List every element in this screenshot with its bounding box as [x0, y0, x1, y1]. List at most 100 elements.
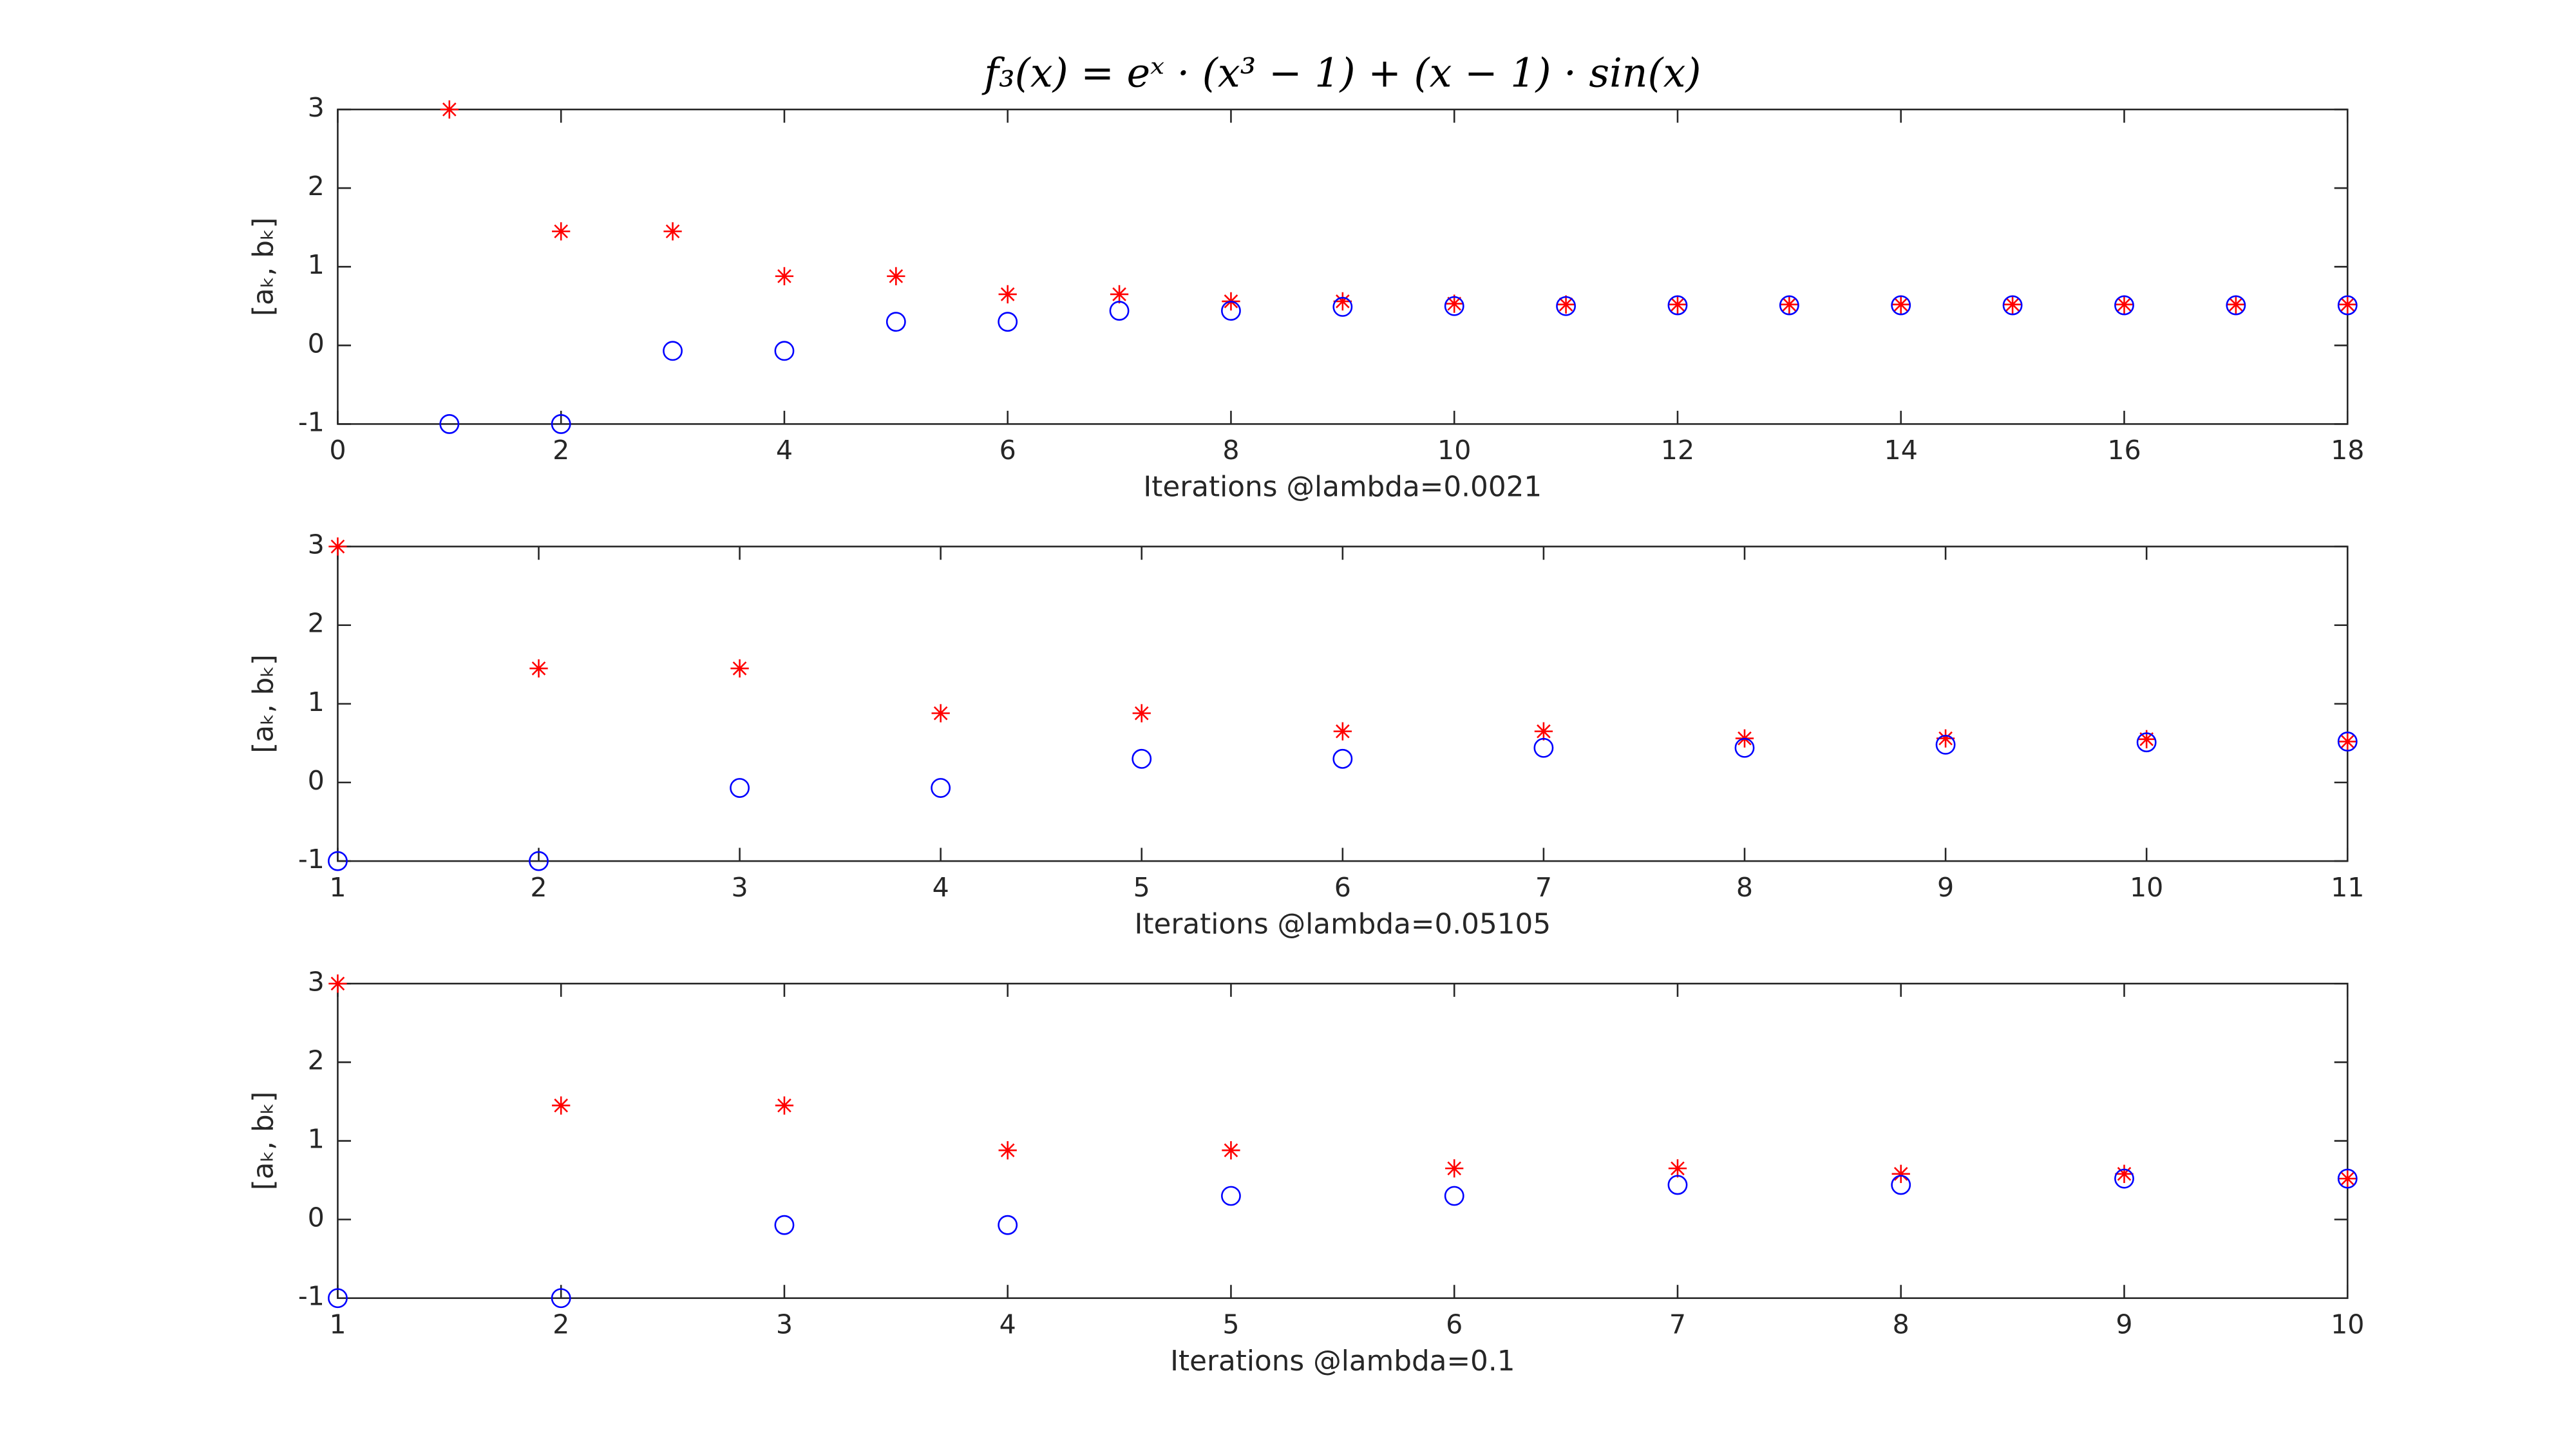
x-tick-label: 16: [2107, 435, 2141, 466]
y-axis-label: [aₖ, bₖ]: [247, 654, 279, 753]
circle-marker: [1935, 734, 1956, 755]
circle-marker: [1891, 1175, 1911, 1195]
asterisk-marker: [1222, 1141, 1240, 1160]
x-tick-label: 11: [2331, 872, 2364, 903]
asterisk-marker: [663, 222, 682, 241]
asterisk-marker: [1668, 1159, 1687, 1178]
subplot: -1 0 1 2 3 1 2 3 4 5 6 7 8 9 10 11 Iterations @lambda=0.…: [247, 529, 2364, 941]
circle-marker: [998, 1215, 1018, 1235]
x-tick-label: 8: [1222, 435, 1239, 466]
circle-marker: [2136, 732, 2157, 753]
x-tick-label: 6: [999, 435, 1016, 466]
circle-marker: [2337, 1168, 2358, 1189]
axes-box: [337, 983, 2349, 1300]
circle-marker: [1109, 301, 1130, 321]
circle-marker: [2114, 1168, 2134, 1189]
x-tick-label: 12: [1661, 435, 1694, 466]
y-tick-label: 1: [308, 249, 325, 280]
y-axis-label: [aₖ, bₖ]: [247, 1092, 279, 1191]
x-axis-label: Iterations @lambda=0.0021: [1143, 471, 1542, 504]
y-tick-label: 2: [308, 171, 325, 202]
circle-marker: [1556, 296, 1577, 316]
asterisk-marker: [2003, 295, 2022, 314]
circle-marker: [1667, 295, 1688, 316]
y-tick-label: 2: [308, 608, 325, 639]
asterisk-marker: [2338, 1170, 2357, 1188]
circle-marker: [327, 1288, 348, 1309]
x-tick-label: 5: [1222, 1309, 1239, 1340]
circle-marker: [1533, 737, 1554, 758]
circle-marker: [730, 778, 750, 798]
circle-marker: [1221, 1186, 1241, 1206]
circle-marker: [1667, 1175, 1688, 1195]
asterisk-marker: [931, 704, 950, 723]
y-tick-label: 2: [308, 1045, 325, 1075]
asterisk-marker: [328, 537, 347, 556]
asterisk-marker: [529, 659, 548, 678]
asterisk-marker: [1333, 292, 1352, 311]
x-tick-label: 1: [329, 872, 346, 903]
circle-marker: [1221, 301, 1241, 321]
x-tick-label: 10: [1437, 435, 1471, 466]
y-tick-label: 3: [308, 92, 325, 123]
circle-marker: [886, 312, 906, 332]
x-tick-label: 9: [2116, 1309, 2132, 1340]
asterisk-marker: [440, 100, 459, 119]
x-tick-label: 0: [329, 435, 346, 466]
asterisk-marker: [1780, 295, 1799, 314]
asterisk-marker: [998, 285, 1017, 304]
y-tick-label: 0: [308, 765, 325, 796]
x-tick-label: 5: [1133, 872, 1150, 903]
asterisk-marker: [2115, 1164, 2134, 1183]
x-tick-label: 3: [776, 1309, 793, 1340]
circle-marker: [1332, 297, 1353, 317]
x-tick-label: 8: [1893, 1309, 1909, 1340]
circle-marker: [1332, 748, 1353, 769]
x-tick-label: 3: [732, 872, 748, 903]
asterisk-marker: [2338, 732, 2357, 751]
circle-marker: [551, 1288, 571, 1309]
circle-marker: [2114, 295, 2134, 316]
x-tick-label: 8: [1736, 872, 1753, 903]
asterisk-marker: [1891, 295, 1910, 314]
y-tick-label: 3: [308, 966, 325, 997]
x-tick-label: 6: [1334, 872, 1351, 903]
circle-marker: [529, 851, 549, 871]
circle-marker: [2226, 295, 2246, 316]
circle-marker: [1779, 295, 1799, 316]
asterisk-marker: [730, 659, 749, 678]
x-tick-label: 14: [1884, 435, 1918, 466]
x-tick-label: 1: [329, 1309, 346, 1340]
circle-marker: [2337, 732, 2358, 752]
circle-marker: [2002, 295, 2023, 316]
x-tick-label: 4: [933, 872, 949, 903]
asterisk-marker: [1668, 295, 1687, 314]
circle-marker: [1444, 1186, 1464, 1206]
x-axis-label: Iterations @lambda=0.05105: [1135, 907, 1551, 940]
asterisk-marker: [1891, 1164, 1910, 1183]
circle-marker: [1132, 748, 1152, 769]
chart-title: f₃(x) = eˣ · (x³ − 1) + (x − 1) · sin(x): [981, 50, 1701, 97]
asterisk-marker: [552, 1096, 571, 1115]
asterisk-marker: [2338, 295, 2357, 314]
x-tick-label: 10: [2331, 1309, 2364, 1340]
y-tick-label: -1: [298, 406, 325, 437]
circle-marker: [327, 851, 348, 871]
asterisk-marker: [1445, 1159, 1464, 1178]
circle-marker: [663, 341, 683, 361]
x-tick-label: 7: [1669, 1309, 1686, 1340]
circle-marker: [551, 413, 571, 434]
x-tick-label: 2: [553, 1309, 569, 1340]
y-tick-label: -1: [298, 844, 325, 875]
asterisk-marker: [1110, 285, 1129, 304]
asterisk-marker: [552, 222, 571, 241]
y-tick-label: 0: [308, 1202, 325, 1233]
y-tick-label: 3: [308, 529, 325, 560]
circle-marker: [774, 341, 795, 361]
y-tick-label: 1: [308, 1124, 325, 1155]
asterisk-marker: [2226, 295, 2246, 314]
asterisk-marker: [328, 974, 347, 993]
axes-box: [337, 545, 2349, 862]
